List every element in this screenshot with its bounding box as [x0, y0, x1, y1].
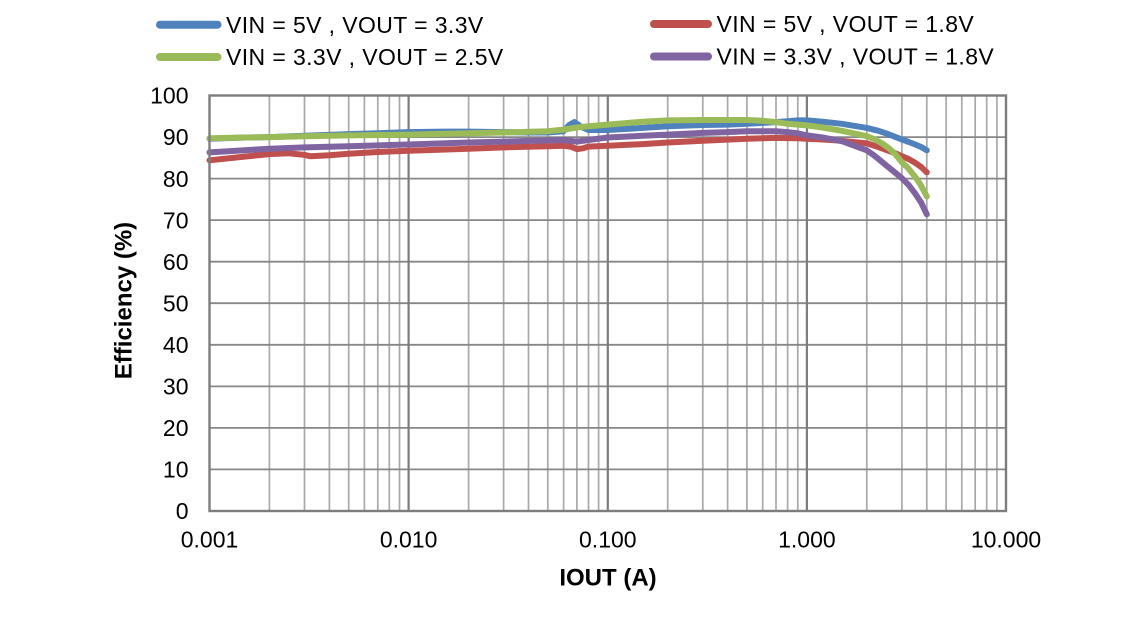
svg-text:Efficiency (%): Efficiency (%): [111, 222, 138, 379]
svg-text:VIN = 5V , VOUT = 1.8V: VIN = 5V , VOUT = 1.8V: [717, 11, 975, 37]
svg-text:20: 20: [163, 415, 189, 441]
svg-text:VIN = 5V , VOUT = 3.3V: VIN = 5V , VOUT = 3.3V: [226, 12, 484, 38]
svg-text:VIN = 3.3V , VOUT = 2.5V: VIN = 3.3V , VOUT = 2.5V: [226, 44, 504, 70]
svg-text:1.000: 1.000: [778, 527, 836, 553]
svg-text:90: 90: [163, 124, 189, 150]
svg-text:40: 40: [163, 332, 189, 358]
svg-text:VIN = 3.3V , VOUT = 1.8V: VIN = 3.3V , VOUT = 1.8V: [717, 44, 995, 70]
svg-text:0.001: 0.001: [181, 527, 239, 553]
svg-text:0.100: 0.100: [579, 527, 637, 553]
svg-text:60: 60: [163, 249, 189, 275]
svg-text:10: 10: [163, 457, 189, 483]
svg-text:IOUT (A): IOUT (A): [559, 565, 656, 592]
svg-text:0: 0: [176, 498, 189, 524]
svg-text:70: 70: [163, 207, 189, 233]
svg-text:10.000: 10.000: [971, 527, 1041, 553]
svg-text:50: 50: [163, 290, 189, 316]
svg-text:80: 80: [163, 166, 189, 192]
svg-text:0.010: 0.010: [380, 527, 438, 553]
svg-text:100: 100: [150, 83, 188, 109]
svg-text:30: 30: [163, 374, 189, 400]
